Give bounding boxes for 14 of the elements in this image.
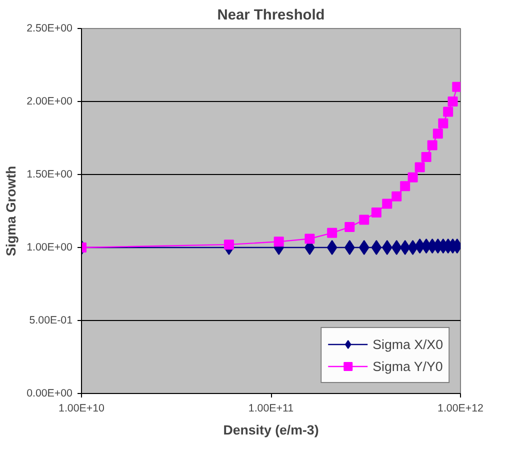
- y-tick-label: 1.50E+00: [26, 168, 73, 180]
- legend-label: Sigma Y/Y0: [372, 358, 443, 374]
- x-tick-label: 1.00E+12: [438, 402, 484, 414]
- x-tick-label: 1.00E+10: [58, 402, 105, 414]
- y-tick-label: 5.00E-01: [29, 314, 73, 326]
- legend-label: Sigma X/X0: [372, 336, 443, 352]
- y-tick-label: 2.50E+00: [26, 22, 73, 34]
- y-tick-label: 2.00E+00: [26, 96, 73, 108]
- x-axis-title: Density (e/m-3): [223, 422, 319, 438]
- chart-title: Near Threshold: [217, 8, 325, 24]
- y-tick-label: 1.00E+00: [26, 242, 73, 254]
- y-axis-title: Sigma Growth: [4, 166, 19, 256]
- x-tick-label: 1.00E+11: [248, 402, 294, 414]
- y-tick-label: 0.00E+00: [26, 388, 73, 400]
